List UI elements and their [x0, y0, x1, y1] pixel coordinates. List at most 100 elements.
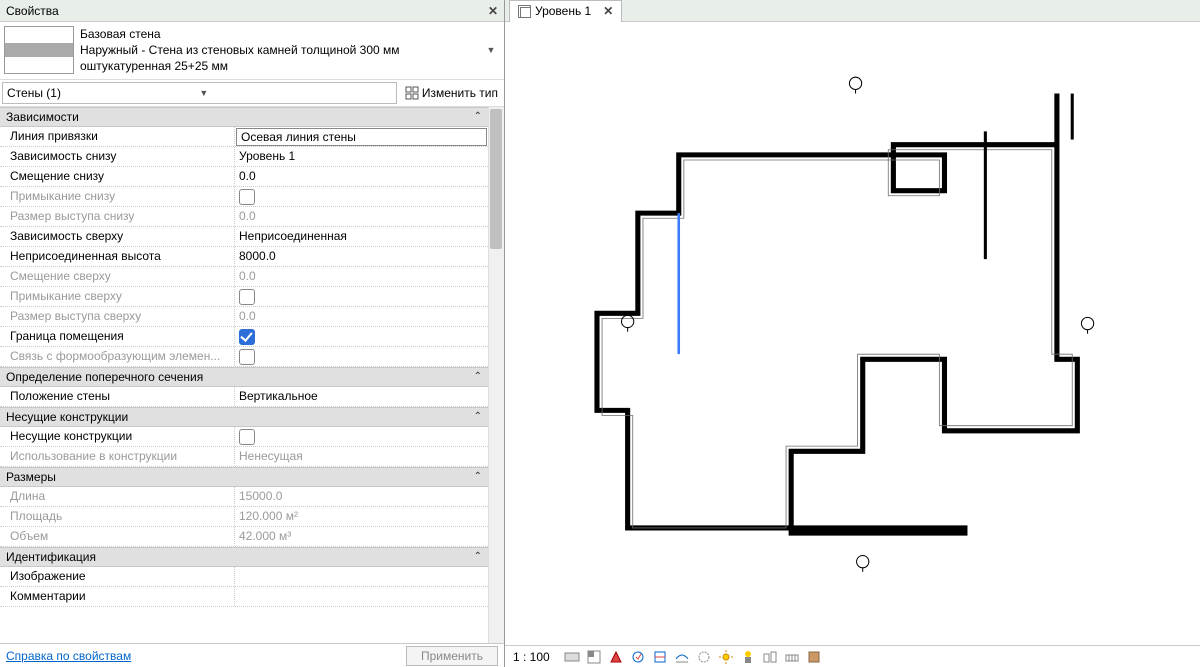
- status-icon[interactable]: [674, 649, 690, 665]
- property-value[interactable]: 0.0: [235, 167, 488, 186]
- property-value: Ненесущая: [235, 447, 488, 466]
- drawing-viewport[interactable]: [505, 22, 1200, 645]
- property-row[interactable]: Изображение: [0, 567, 488, 587]
- property-row[interactable]: Несущие конструкции: [0, 427, 488, 447]
- property-label: Смещение сверху: [0, 267, 235, 286]
- property-label: Размер выступа сверху: [0, 307, 235, 326]
- property-row[interactable]: Граница помещения: [0, 327, 488, 347]
- property-label: Неприсоединенная высота: [0, 247, 235, 266]
- property-label: Смещение снизу: [0, 167, 235, 186]
- status-icon[interactable]: [806, 649, 822, 665]
- filter-select[interactable]: Стены (1) ▼: [2, 82, 397, 104]
- status-icon[interactable]: [696, 649, 712, 665]
- edit-type-icon: [405, 86, 419, 100]
- property-value[interactable]: Вертикальное: [235, 387, 488, 406]
- collapse-icon[interactable]: ⌃: [474, 411, 482, 422]
- property-value: 15000.0: [235, 487, 488, 506]
- property-row[interactable]: Смещение сверху0.0: [0, 267, 488, 287]
- property-row[interactable]: Зависимость снизуУровень 1: [0, 147, 488, 167]
- status-icon[interactable]: [762, 649, 778, 665]
- property-label: Комментарии: [0, 587, 235, 606]
- property-row[interactable]: Длина15000.0: [0, 487, 488, 507]
- property-row[interactable]: Связь с формообразующим элемен...: [0, 347, 488, 367]
- property-label: Изображение: [0, 567, 235, 586]
- scale-label[interactable]: 1 : 100: [513, 650, 558, 664]
- property-row[interactable]: Линия привязкиОсевая линия стены: [0, 127, 488, 147]
- property-value[interactable]: [235, 587, 488, 606]
- group-title: Зависимости: [6, 110, 79, 124]
- view-panel: Уровень 1 ✕ 1 : 100: [505, 0, 1200, 667]
- property-row[interactable]: Положение стеныВертикальное: [0, 387, 488, 407]
- property-value[interactable]: [235, 327, 488, 346]
- drawing-svg: [505, 22, 1200, 635]
- property-row[interactable]: Примыкание сверху: [0, 287, 488, 307]
- property-row[interactable]: Зависимость сверхуНеприсоединенная: [0, 227, 488, 247]
- property-value[interactable]: Уровень 1: [235, 147, 488, 166]
- property-label: Примыкание снизу: [0, 187, 235, 206]
- property-row[interactable]: Размер выступа снизу0.0: [0, 207, 488, 227]
- checkbox: [239, 349, 255, 365]
- property-row[interactable]: Использование в конструкцииНенесущая: [0, 447, 488, 467]
- view-tab[interactable]: Уровень 1 ✕: [509, 0, 622, 22]
- scrollbar[interactable]: [488, 107, 504, 643]
- chevron-down-icon[interactable]: ▼: [482, 45, 500, 55]
- property-value: 0.0: [235, 307, 488, 326]
- property-label: Использование в конструкции: [0, 447, 235, 466]
- property-value[interactable]: Неприсоединенная: [235, 227, 488, 246]
- collapse-icon[interactable]: ⌃: [474, 371, 482, 382]
- group-header[interactable]: Несущие конструкции⌃: [0, 407, 488, 427]
- group-title: Определение поперечного сечения: [6, 370, 203, 384]
- status-icon[interactable]: [586, 649, 602, 665]
- status-icon[interactable]: [564, 649, 580, 665]
- status-icon[interactable]: [718, 649, 734, 665]
- property-row[interactable]: Примыкание снизу: [0, 187, 488, 207]
- property-value[interactable]: 8000.0: [235, 247, 488, 266]
- status-icon[interactable]: [652, 649, 668, 665]
- status-icon[interactable]: [784, 649, 800, 665]
- collapse-icon[interactable]: ⌃: [474, 471, 482, 482]
- property-label: Зависимость сверху: [0, 227, 235, 246]
- property-label: Зависимость снизу: [0, 147, 235, 166]
- collapse-icon[interactable]: ⌃: [474, 111, 482, 122]
- chevron-down-icon[interactable]: ▼: [199, 88, 391, 98]
- property-row[interactable]: Размер выступа сверху0.0: [0, 307, 488, 327]
- group-header[interactable]: Определение поперечного сечения ⌃: [0, 367, 488, 387]
- apply-button[interactable]: Применить: [406, 646, 498, 666]
- help-link[interactable]: Справка по свойствам: [6, 649, 131, 663]
- collapse-icon[interactable]: ⌃: [474, 551, 482, 562]
- status-bar: 1 : 100: [505, 645, 1200, 667]
- panel-footer: Справка по свойствам Применить: [0, 643, 504, 667]
- group-header[interactable]: Зависимости ⌃: [0, 107, 488, 127]
- filter-row: Стены (1) ▼ Изменить тип: [0, 80, 504, 107]
- close-icon[interactable]: ✕: [603, 4, 613, 18]
- property-row[interactable]: Неприсоединенная высота8000.0: [0, 247, 488, 267]
- edit-type-button[interactable]: Изменить тип: [399, 82, 504, 104]
- property-row[interactable]: Площадь120.000 м²: [0, 507, 488, 527]
- checkbox[interactable]: [239, 329, 255, 345]
- type-text: Базовая стена Наружный - Стена из стенов…: [74, 26, 482, 75]
- panel-title: Свойства: [6, 4, 59, 18]
- property-row[interactable]: Объем42.000 м³: [0, 527, 488, 547]
- group-header[interactable]: Размеры ⌃: [0, 467, 488, 487]
- property-value[interactable]: [235, 427, 488, 446]
- close-icon[interactable]: ✕: [488, 4, 498, 18]
- status-icon[interactable]: [608, 649, 624, 665]
- type-selector[interactable]: Базовая стена Наружный - Стена из стенов…: [0, 22, 504, 80]
- property-label: Связь с формообразующим элемен...: [0, 347, 235, 366]
- status-icon[interactable]: [740, 649, 756, 665]
- property-row[interactable]: Смещение снизу0.0: [0, 167, 488, 187]
- group-title: Размеры: [6, 470, 56, 484]
- property-label: Площадь: [0, 507, 235, 526]
- checkbox: [239, 189, 255, 205]
- property-row[interactable]: Комментарии: [0, 587, 488, 607]
- status-icon[interactable]: [630, 649, 646, 665]
- property-label: Линия привязки: [0, 127, 235, 146]
- group-header[interactable]: Идентификация ⌃: [0, 547, 488, 567]
- checkbox[interactable]: [239, 429, 255, 445]
- property-value[interactable]: Осевая линия стены: [236, 128, 487, 146]
- scrollbar-thumb[interactable]: [490, 109, 502, 249]
- property-value[interactable]: [235, 567, 488, 586]
- checkbox: [239, 289, 255, 305]
- group-title: Идентификация: [6, 550, 96, 564]
- property-value: [235, 287, 488, 306]
